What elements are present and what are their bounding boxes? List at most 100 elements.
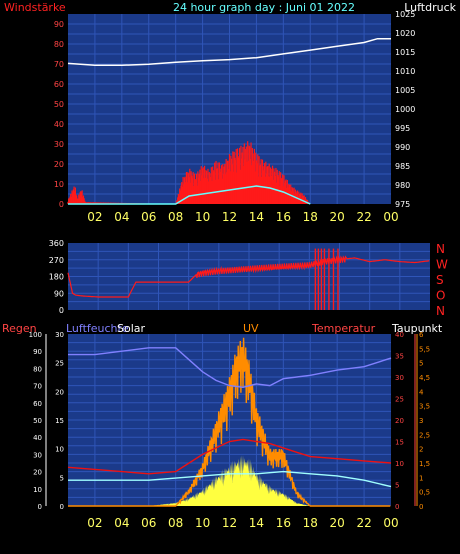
panel1-right-tick: 980 [395,181,410,190]
panel3-x-tick: 18 [303,516,318,530]
panel3-rain-tick: 60 [33,400,42,408]
panel1-x-tick: 04 [114,210,129,224]
wind-axis-label: Windstärke [4,1,66,14]
panel3-temp-tick: 40 [395,331,404,339]
temperature-label: Temperatur [311,322,376,335]
panel3-rain-tick: 50 [33,417,42,425]
panel3-temp-tick: 35 [395,353,404,361]
panel3-x-tick: 10 [195,516,210,530]
panel1-x-tick: 00 [383,210,398,224]
panel3-rain-tick: 100 [29,331,42,339]
panel1-right-tick: 975 [395,200,410,209]
temperature-line [67,438,392,475]
panel2-left-tick: 270 [49,256,64,265]
panel1-x-tick: 08 [168,210,183,224]
panel3-rain-tick: 10 [33,486,42,494]
compass-label: W [436,258,448,272]
panel3-x-tick: 12 [222,516,237,530]
panel3-uv-tick: 5,5 [419,345,430,353]
solar-label: Solar [117,322,146,335]
panel3-temp-tick: 15 [395,439,404,447]
panel3-temp-tick: 0 [395,503,399,511]
panel3-x-tick: 00 [383,516,398,530]
panel3-x-tick: 02 [87,516,102,530]
panel1-x-tick: 20 [330,210,345,224]
dewpoint-line [68,470,392,488]
panel3-temp-tick: 30 [395,374,404,382]
panel1-right-tick: 1015 [395,48,415,57]
compass-label: N [436,304,445,318]
panel1-right-tick: 1025 [395,10,415,19]
panel3-uv-tick: 1,5 [419,460,430,468]
panel1-right-tick: 985 [395,162,410,171]
panel3-x-tick: 06 [141,516,156,530]
panel1-left-tick: 90 [54,20,64,29]
compass-label: O [436,289,445,303]
panel3-solar-tick: 5 [60,474,64,482]
panel3-x-tick: 16 [276,516,291,530]
panel3-uv-tick: 1 [419,474,423,482]
wind-direction-line [67,255,430,298]
panel1-right-tick: 1005 [395,86,415,95]
panel1-right-tick: 990 [395,143,410,152]
panel3-uv-tick: 5 [419,360,423,368]
panel3-solar-tick: 20 [55,388,64,396]
panel3-uv-tick: 4,5 [419,374,430,382]
panel1-left-tick: 40 [54,120,64,129]
humidity-line [68,347,392,389]
panel1-x-tick: 02 [87,210,102,224]
panel3-uv-tick: 4 [419,388,424,396]
dewpoint-label: Taupunkt [391,322,443,335]
rain-label: Regen [2,322,37,335]
panel2-left-tick: 90 [54,289,64,298]
uv-label: UV [243,322,259,335]
panel3-rain-tick: 70 [33,383,42,391]
pressure-axis-label: Luftdruck [404,1,456,14]
panel1-left-tick: 0 [59,200,64,209]
panel1-x-tick: 06 [141,210,156,224]
panel3-solar-tick: 0 [60,503,64,511]
panel1-left-tick: 10 [54,180,64,189]
panel3-rain-tick: 90 [33,348,42,356]
panel1-left-tick: 70 [54,60,64,69]
panel3-x-tick: 22 [356,516,371,530]
panel1-x-tick: 22 [356,210,371,224]
gust-line [68,185,311,205]
panel3-uv-tick: 3 [419,417,423,425]
panel3-temp-tick: 25 [395,396,404,404]
panel3-solar-tick: 10 [55,446,64,454]
panel1-left-tick: 80 [54,40,64,49]
panel1-right-tick: 1010 [395,67,415,76]
panel3-rain-tick: 20 [33,469,42,477]
panel3-rain-tick: 80 [33,365,42,373]
panel3-x-tick: 04 [114,516,129,530]
panel3-solar-tick: 15 [55,417,64,425]
panel1-left-tick: 20 [54,160,64,169]
solar-area [68,455,391,506]
panel3-uv-tick: 6 [419,331,424,339]
panel3-uv-tick: 3,5 [419,403,430,411]
panel3-rain-tick: 30 [33,451,42,459]
panel2-left-tick: 0 [59,306,64,315]
panel3-x-tick: 08 [168,516,183,530]
panel1-x-tick: 14 [249,210,264,224]
panel1-left-tick: 30 [54,140,64,149]
panel1-x-tick: 10 [195,210,210,224]
panel2-left-tick: 360 [49,239,64,248]
panel1-right-tick: 995 [395,124,410,133]
panel3-uv-tick: 0 [419,503,423,511]
panel1-x-tick: 12 [222,210,237,224]
panel3-rain-tick: 40 [33,434,42,442]
panel3-temp-tick: 10 [395,460,404,468]
pressure-line [67,37,391,67]
panel3-temp-tick: 20 [395,417,404,425]
panel1-right-tick: 1020 [395,29,415,38]
panel3-rain-tick: 0 [38,503,42,511]
compass-label: N [436,242,445,256]
panel3-solar-tick: 25 [55,360,64,368]
panel3-uv-tick: 2 [419,446,423,454]
panel3-x-tick: 14 [249,516,264,530]
panel1-left-tick: 60 [54,80,64,89]
panel3-x-tick: 20 [330,516,345,530]
